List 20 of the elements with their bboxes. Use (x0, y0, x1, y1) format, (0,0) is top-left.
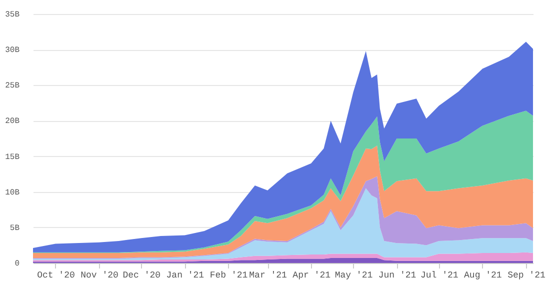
x-tick-label: Feb '21 (210, 270, 248, 280)
x-tick-label: Dec '20 (122, 270, 161, 280)
x-tick-label: Jul '21 (420, 270, 458, 280)
y-tick-label: 25B (5, 82, 20, 91)
y-tick-label: 20B (5, 117, 20, 126)
y-tick-label: 5B (10, 224, 20, 233)
x-tick-label: Mar '21 (249, 270, 287, 280)
y-tick-label: 15B (5, 152, 20, 162)
x-tick-label: Jan '21 (166, 270, 204, 280)
x-tick-label: Aug '21 (464, 270, 502, 280)
y-tick-label: 10B (5, 188, 20, 198)
y-tick-label: 0 (14, 260, 20, 268)
x-tick-label: Sep '21 (508, 270, 546, 280)
x-tick-label: May '21 (334, 270, 373, 280)
y-tick-label: 30B (5, 46, 20, 56)
x-tick-label: Oct '20 (37, 270, 75, 280)
x-tick-label: Apr '21 (292, 270, 330, 280)
x-tick-label: Jun '21 (378, 270, 416, 280)
x-tick-label: Nov '20 (80, 270, 118, 280)
y-tick-label: 35B (5, 10, 20, 20)
